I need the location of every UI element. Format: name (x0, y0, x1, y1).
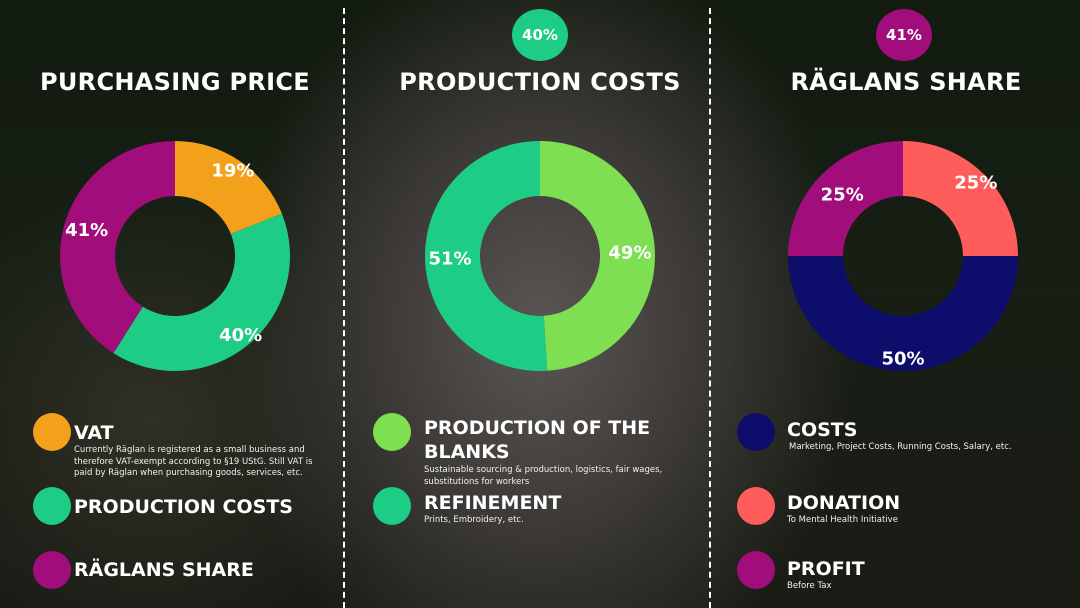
profit-legend-title: PROFIT (787, 558, 865, 580)
refinement-legend-description: Prints, Embroidery, etc. (424, 515, 524, 525)
profit-slice-label: 25% (821, 185, 864, 206)
costs-legend-description: Marketing, Project Costs, Running Costs,… (789, 442, 1012, 452)
production-blanks-legend-description: Sustainable sourcing & production, logis… (424, 465, 663, 487)
production-costs-donut-chart: 49% 51% (424, 141, 655, 371)
production-costs-legend-swatch (33, 487, 71, 525)
production-blanks-slice (540, 141, 655, 371)
production-costs-percent-badge: 40% (512, 9, 568, 61)
refinement-legend-title: REFINEMENT (424, 492, 562, 514)
production-costs-slice-label: 40% (219, 325, 262, 346)
donation-slice-label: 25% (954, 173, 997, 194)
production-costs-legend-title: PRODUCTION COSTS (74, 496, 293, 518)
production-costs-slice (113, 213, 290, 371)
costs-slice (788, 256, 1018, 371)
raglans-share-legend-title: RÄGLANS SHARE (74, 559, 254, 581)
purchasing-price-title: PURCHASING PRICE (40, 68, 310, 96)
donation-legend-swatch (737, 487, 775, 525)
profit-legend-description: Before Tax (787, 581, 832, 591)
raglans-share-slice-label: 41% (65, 220, 108, 241)
donation-slice (903, 141, 1018, 256)
production-blanks-slice-label: 49% (608, 243, 651, 264)
raglans-share-slice (59, 141, 176, 354)
raglans-share-donut-chart: 25% 50% 25% (788, 141, 1018, 371)
vat-slice-label: 19% (211, 160, 254, 181)
vat-legend-swatch (33, 413, 71, 451)
raglans-share-title: RÄGLANS SHARE (790, 68, 1022, 96)
costs-legend-swatch (737, 413, 775, 451)
column-divider-right (709, 8, 711, 608)
vat-legend-title: VAT (74, 422, 114, 444)
refinement-slice (424, 141, 548, 371)
costs-slice-label: 50% (881, 349, 924, 370)
profit-legend-swatch (737, 551, 775, 589)
donation-legend-title: DONATION (787, 492, 901, 514)
production-blanks-legend-swatch (373, 413, 411, 451)
costs-legend-title: COSTS (787, 419, 858, 441)
vat-legend-description: Currently Räglan is registered as a smal… (74, 445, 313, 478)
production-costs-title: PRODUCTION COSTS (399, 68, 681, 96)
vat-slice (175, 141, 282, 234)
profit-slice (788, 141, 903, 256)
raglans-share-percent-badge: 41% (876, 9, 932, 61)
donation-legend-description: To Mental Health Initiative (787, 515, 898, 525)
production-blanks-legend-title: PRODUCTION OF THE BLANKS (424, 417, 651, 463)
refinement-slice-label: 51% (428, 248, 471, 269)
raglans-share-legend-swatch (33, 551, 71, 589)
purchasing-price-donut-chart: 19% 40% 41% (59, 141, 290, 371)
column-divider-left (343, 8, 345, 608)
refinement-legend-swatch (373, 487, 411, 525)
